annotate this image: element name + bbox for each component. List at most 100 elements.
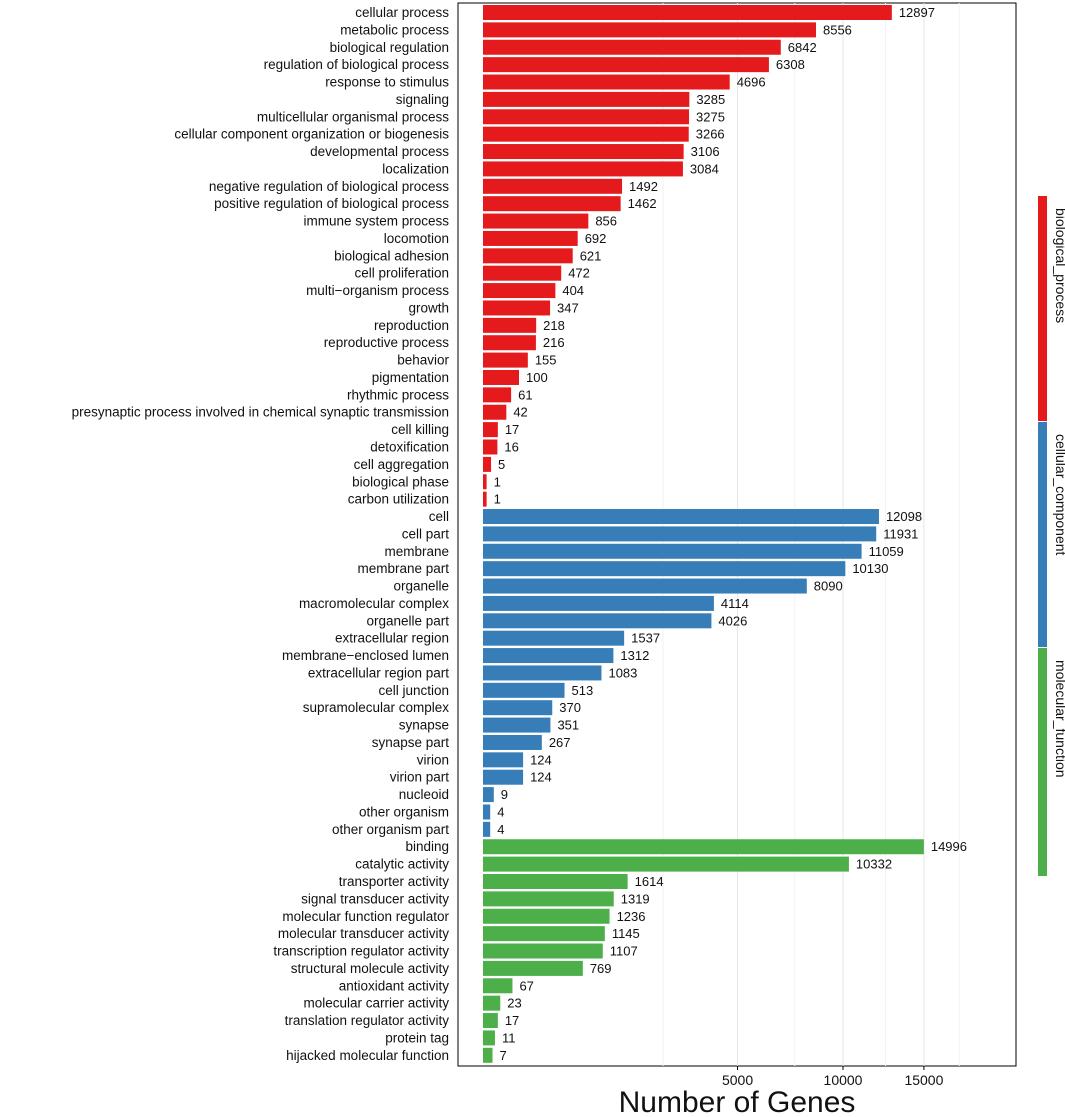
bar-localization xyxy=(483,161,683,177)
bar-nucleoid xyxy=(483,787,494,803)
category-label: cell part xyxy=(402,526,450,541)
category-label: extracellular region part xyxy=(308,665,449,680)
value-label: 3275 xyxy=(696,109,725,124)
bar-carbon-utilization xyxy=(483,491,487,507)
bar-synapse xyxy=(483,717,551,733)
value-label: 3106 xyxy=(691,144,720,159)
category-label: detoxification xyxy=(370,440,449,455)
category-label: locomotion xyxy=(384,231,449,246)
bar-cell-killing xyxy=(483,422,498,438)
bar-cell-proliferation xyxy=(483,265,562,281)
category-labels: cellular process metabolic process biologi… xyxy=(72,5,450,1063)
legend-strip-cellular-component xyxy=(1038,422,1047,647)
category-label: membrane part xyxy=(357,561,449,576)
value-label: 14996 xyxy=(931,839,967,854)
category-label: synapse part xyxy=(372,735,450,750)
category-label: cellular process xyxy=(355,5,449,20)
category-label: biological phase xyxy=(352,474,449,489)
value-label: 404 xyxy=(562,283,584,298)
value-label: 8090 xyxy=(814,579,843,594)
bar-virion xyxy=(483,752,524,768)
value-label: 347 xyxy=(557,300,579,315)
bar-immune-system-process xyxy=(483,213,589,229)
value-label: 1462 xyxy=(628,196,657,211)
value-label: 17 xyxy=(505,422,519,437)
value-label: 9 xyxy=(501,787,508,802)
bar-synapse-part xyxy=(483,734,542,750)
value-label: 61 xyxy=(518,387,532,402)
value-label: 5 xyxy=(498,457,505,472)
category-label: reproductive process xyxy=(324,335,450,350)
bar-catalytic-activity xyxy=(483,856,849,872)
category-label: developmental process xyxy=(310,144,449,159)
value-label: 1236 xyxy=(617,909,646,924)
bar-metabolic-process xyxy=(483,22,816,38)
category-label: other organism part xyxy=(332,822,449,837)
category-label: localization xyxy=(382,161,449,176)
category-label: molecular function regulator xyxy=(282,909,449,924)
category-label: response to stimulus xyxy=(325,75,449,90)
bar-signal-transducer-activity xyxy=(483,891,614,907)
value-label: 124 xyxy=(530,752,552,767)
value-label: 8556 xyxy=(823,22,852,37)
category-label: molecular carrier activity xyxy=(303,996,449,1011)
bar-biological-adhesion xyxy=(483,248,573,264)
category-label: behavior xyxy=(397,353,449,368)
value-label: 267 xyxy=(549,735,571,750)
category-label: organelle xyxy=(393,579,449,594)
value-label: 1319 xyxy=(621,891,650,906)
category-label: hijacked molecular function xyxy=(286,1048,449,1063)
value-label: 11931 xyxy=(883,526,918,541)
bar-binding xyxy=(483,839,924,855)
category-label: structural molecule activity xyxy=(291,961,450,976)
category-label: multicellular organismal process xyxy=(257,109,449,124)
category-label: multi−organism process xyxy=(306,283,449,298)
value-label: 4 xyxy=(497,804,504,819)
bar-presynaptic-process-involved-in-chemical-synaptic-transmission xyxy=(483,404,507,420)
value-label: 1 xyxy=(494,474,501,489)
category-label: cellular component organization or bioge… xyxy=(174,127,449,142)
category-label: nucleoid xyxy=(399,787,449,802)
bar-negative-regulation-of-biological-process xyxy=(483,178,623,194)
bar-organelle-part xyxy=(483,613,712,629)
x-tick-label: 10000 xyxy=(824,1072,863,1088)
legend-label-cellular-component: cellular_component xyxy=(1053,434,1065,556)
bar-transcription-regulator-activity xyxy=(483,943,603,959)
category-label: synapse xyxy=(399,718,449,733)
value-label: 370 xyxy=(559,700,581,715)
x-tick-label: 5000 xyxy=(722,1072,753,1088)
value-label: 12897 xyxy=(899,5,935,20)
legend-strip-molecular-function xyxy=(1038,648,1047,876)
category-label: regulation of biological process xyxy=(264,57,450,72)
value-label: 856 xyxy=(595,214,617,229)
value-label: 67 xyxy=(519,978,533,993)
category-label: catalytic activity xyxy=(355,857,449,872)
bar-pigmentation xyxy=(483,369,519,385)
category-label: signaling xyxy=(396,92,449,107)
value-label: 1312 xyxy=(620,648,649,663)
bars xyxy=(483,5,924,1063)
plot-frame xyxy=(457,2,1017,1067)
value-label: 11 xyxy=(502,1030,515,1045)
category-label: macromolecular complex xyxy=(299,596,449,611)
category-label: pigmentation xyxy=(372,370,449,385)
bar-molecular-function-regulator xyxy=(483,908,610,924)
bar-cell-aggregation xyxy=(483,456,492,472)
value-label: 124 xyxy=(530,770,552,785)
value-label: 4114 xyxy=(721,596,749,611)
category-label: biological adhesion xyxy=(334,248,449,263)
value-label: 17 xyxy=(505,1013,519,1028)
bar-reproduction xyxy=(483,317,537,333)
value-label: 6308 xyxy=(776,57,805,72)
value-label: 4696 xyxy=(737,75,766,90)
category-label: negative regulation of biological proces… xyxy=(209,179,449,194)
bar-organelle xyxy=(483,578,807,594)
bar-other-organism-part xyxy=(483,821,491,837)
value-label: 11059 xyxy=(869,544,904,559)
value-label: 10332 xyxy=(856,857,892,872)
bar-extracellular-region xyxy=(483,630,625,646)
bar-cell xyxy=(483,509,879,525)
value-label: 16 xyxy=(504,440,518,455)
value-label: 4 xyxy=(497,822,504,837)
